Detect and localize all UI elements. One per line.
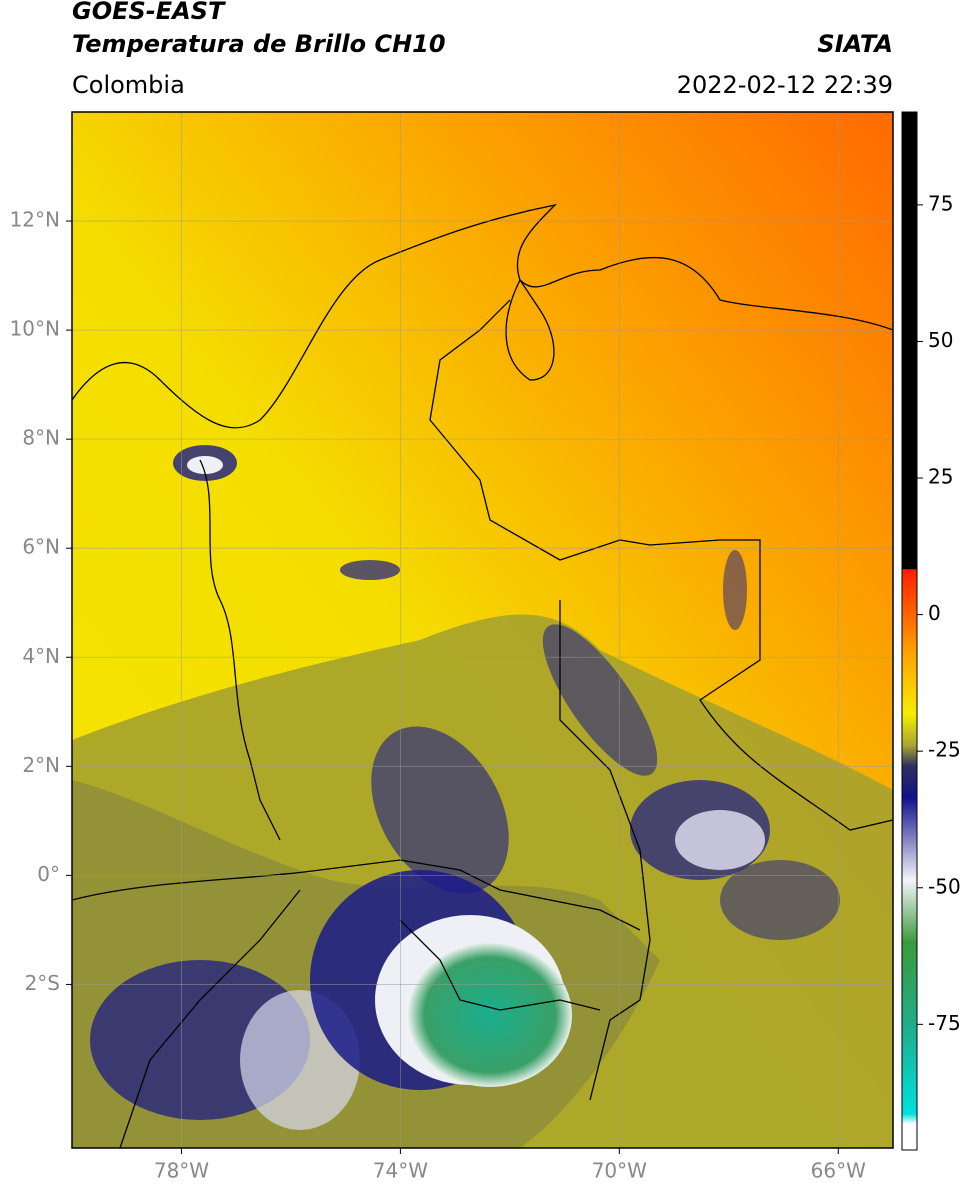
- source: SIATA: [817, 30, 893, 58]
- subtitle: Temperatura de Brillo CH10: [72, 30, 446, 58]
- lon-tick-label: 78°W: [154, 1159, 209, 1183]
- lat-tick-label: 0°: [37, 862, 60, 886]
- lon-tick-label: 70°W: [592, 1159, 647, 1183]
- graticule: [66, 112, 893, 1154]
- satellite-image: [72, 112, 893, 1148]
- colorbar-tick-label: 25: [928, 465, 953, 489]
- lat-tick-label: 2°S: [25, 971, 60, 995]
- lon-tick-label: 74°W: [373, 1159, 428, 1183]
- lat-tick-label: 6°N: [22, 535, 60, 559]
- lat-tick-label: 2°N: [22, 753, 60, 777]
- lon-tick-label: 66°W: [811, 1159, 866, 1183]
- colorbar-tick-label: 0: [928, 601, 941, 625]
- title: GOES-EAST: [72, 0, 226, 25]
- timestamp: 2022-02-12 22:39: [677, 71, 893, 99]
- lat-tick-label: 10°N: [10, 317, 60, 341]
- map-frame: [71, 111, 894, 1149]
- colorbar-tick-label: -50: [928, 874, 961, 898]
- colorbar-tick-label: -75: [928, 1011, 961, 1035]
- colorbar-tick-label: -25: [928, 738, 961, 762]
- region: Colombia: [72, 71, 185, 99]
- lat-tick-label: 12°N: [10, 208, 60, 232]
- lat-tick-label: 4°N: [22, 644, 60, 668]
- colorbar-tick-label: 50: [928, 328, 953, 352]
- colorbar-tick-label: 75: [928, 191, 953, 215]
- lat-tick-label: 8°N: [22, 426, 60, 450]
- colorbar: [901, 111, 918, 1151]
